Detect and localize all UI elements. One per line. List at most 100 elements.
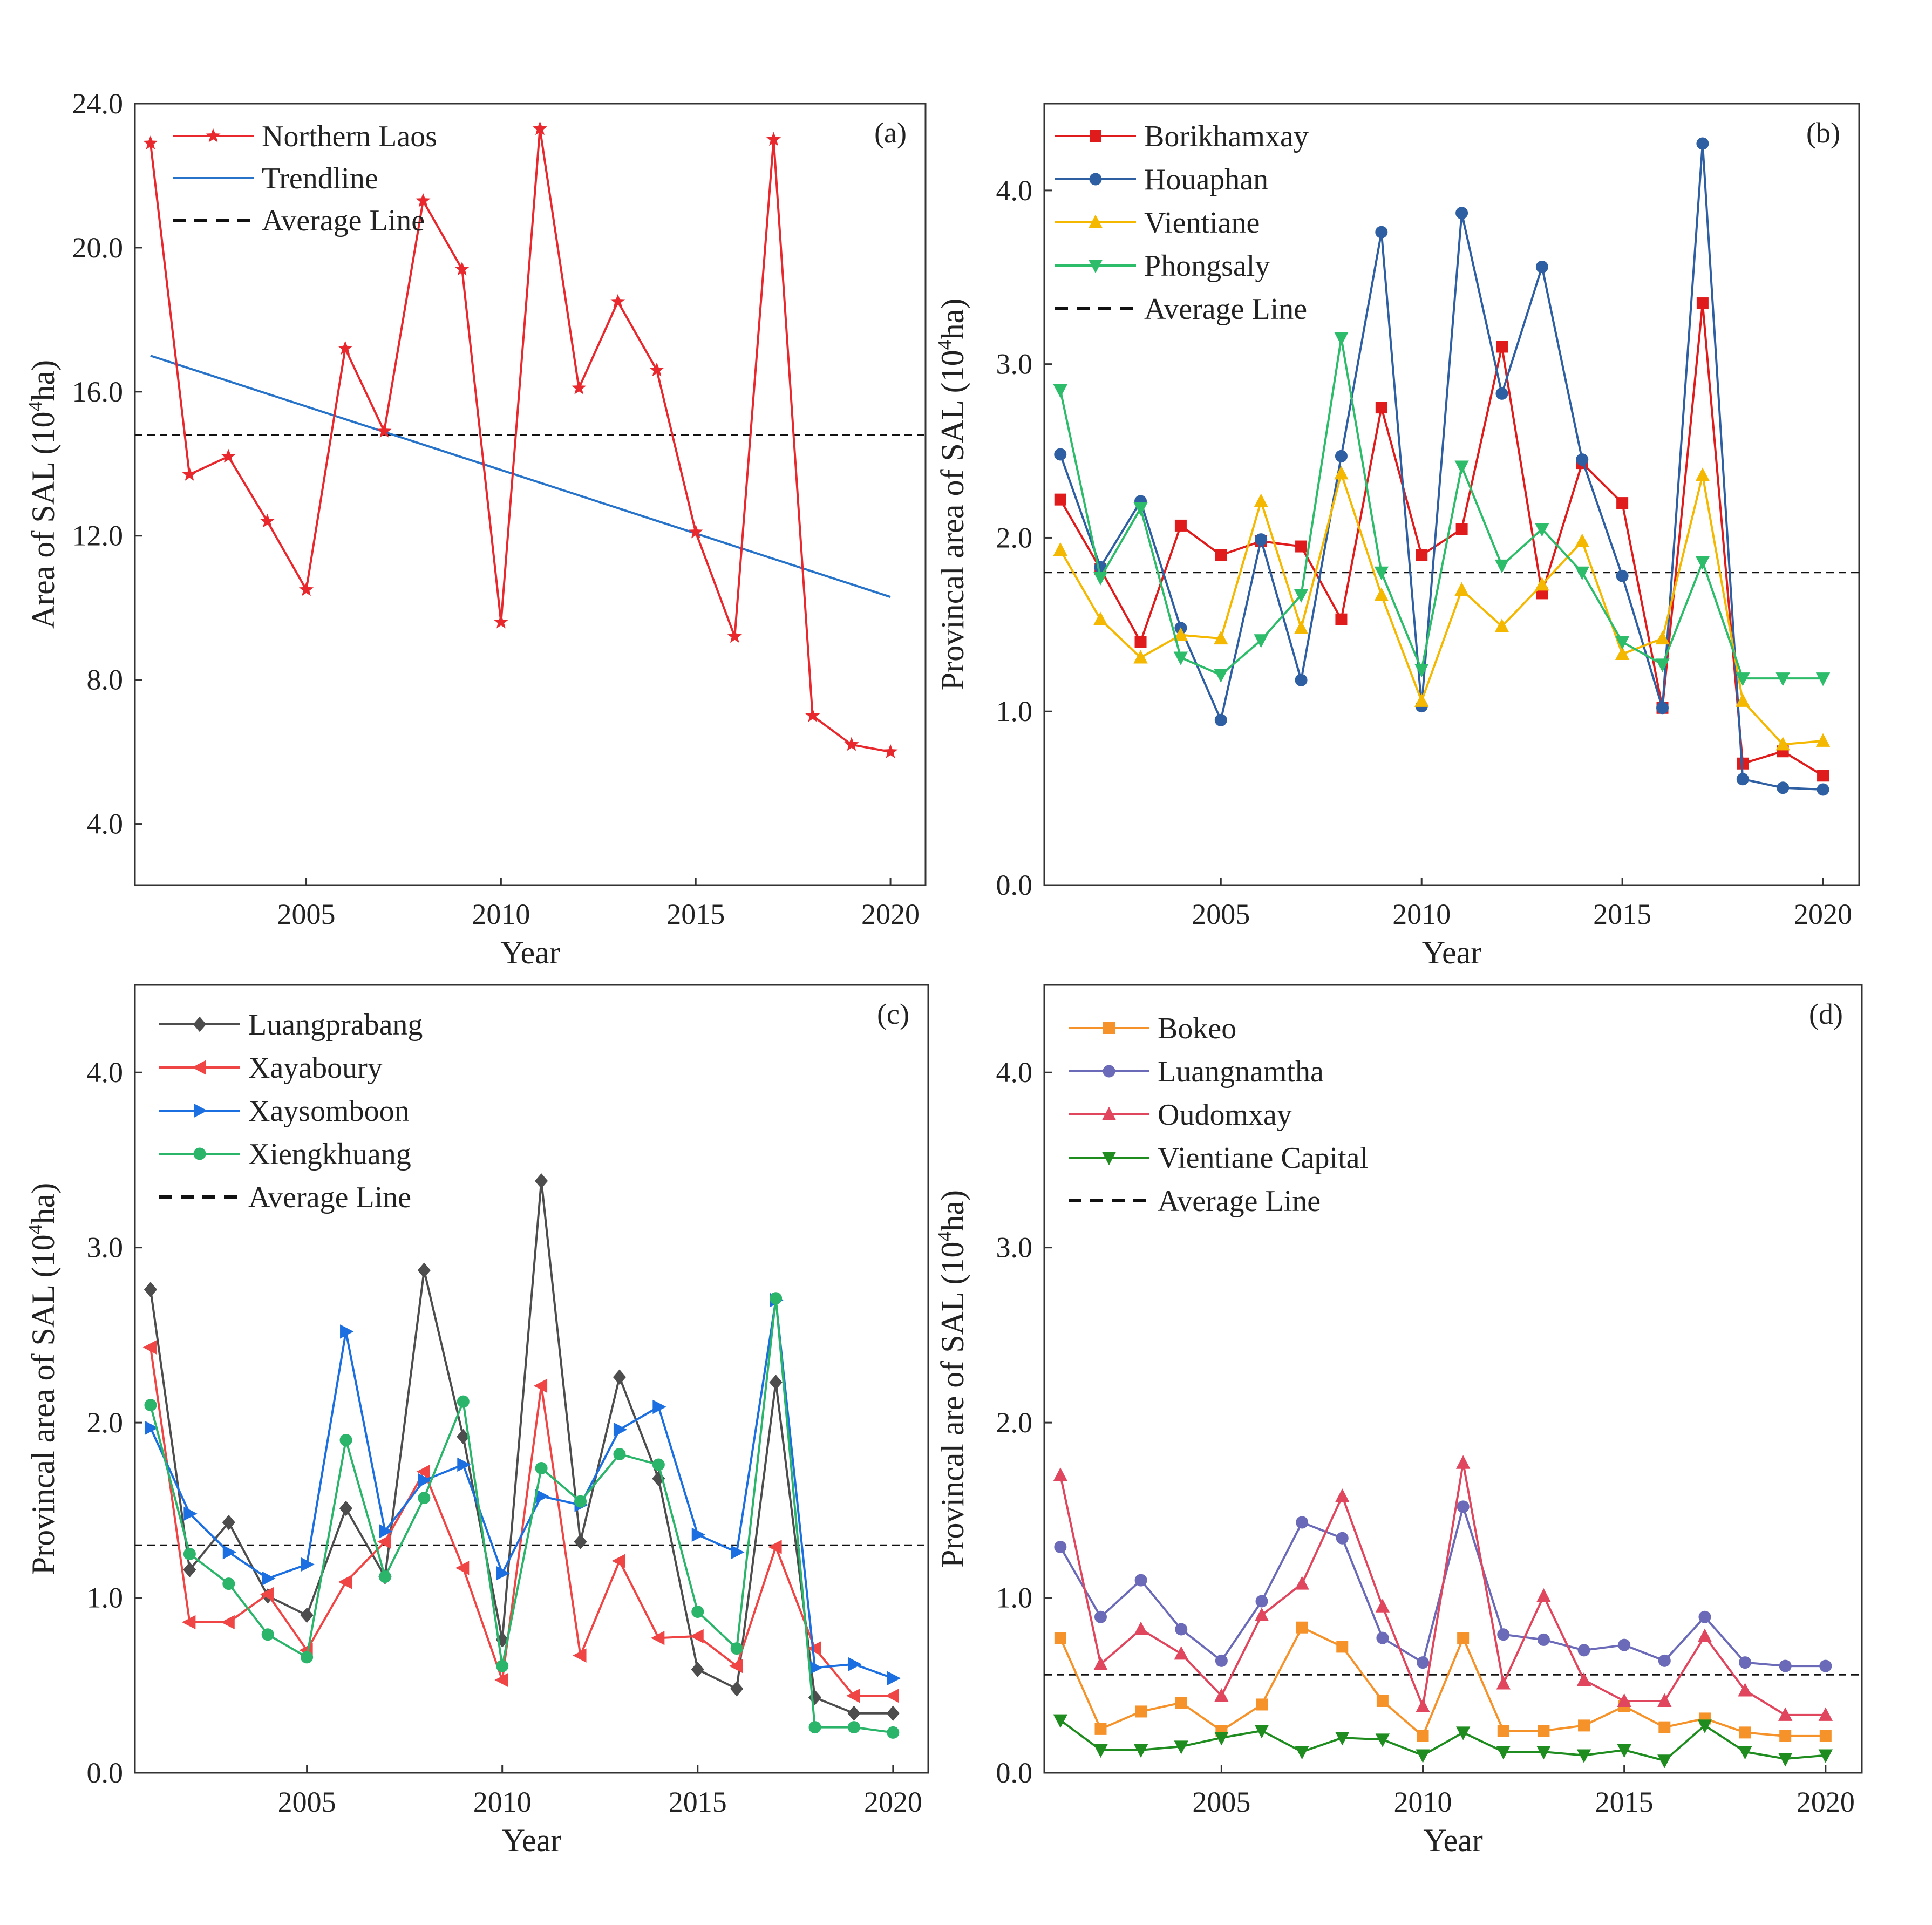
data-point xyxy=(691,1527,706,1542)
x-tick-label: 2010 xyxy=(1394,1786,1452,1818)
series-line xyxy=(149,127,891,753)
plot-frame xyxy=(134,103,927,886)
series-oudomxay xyxy=(1053,1455,1833,1721)
x-tick-label: 2010 xyxy=(472,898,530,930)
data-point xyxy=(1254,634,1268,648)
data-point xyxy=(1616,569,1629,582)
series-line xyxy=(149,1297,894,1734)
legend-marker xyxy=(1088,260,1103,274)
legend-entry: Trendline xyxy=(173,162,378,195)
y-tick-label: 3.0 xyxy=(87,1232,124,1264)
series-line xyxy=(149,1299,894,1679)
data-point xyxy=(1657,1754,1672,1768)
data-point xyxy=(690,1629,704,1644)
data-point xyxy=(1053,384,1067,398)
data-point xyxy=(1376,1631,1389,1644)
y-axis-title-sup: 4 xyxy=(934,1232,956,1242)
data-point xyxy=(378,1570,391,1583)
data-point xyxy=(1296,1621,1308,1634)
data-point xyxy=(416,1464,430,1479)
data-point xyxy=(1615,646,1630,661)
data-point xyxy=(1334,332,1349,346)
data-point xyxy=(887,1671,901,1685)
data-point xyxy=(493,614,508,629)
y-axis-title-sup: 4 xyxy=(934,339,956,350)
data-point xyxy=(1495,387,1508,400)
x-tick-label: 2020 xyxy=(1797,1786,1855,1818)
data-point xyxy=(418,1473,432,1488)
legend-marker xyxy=(192,1060,206,1075)
data-point xyxy=(768,1540,782,1554)
legend-entry: Xiengkhuang xyxy=(159,1138,411,1171)
data-point xyxy=(1615,636,1630,650)
data-point xyxy=(340,1324,354,1339)
y-axis-title: Provincal are of SAL (104ha) xyxy=(934,1190,970,1568)
data-point xyxy=(457,1395,470,1408)
data-point xyxy=(1739,1656,1752,1669)
legend-entry: Borikhamxay xyxy=(1055,120,1309,153)
data-point xyxy=(261,1628,274,1641)
data-point xyxy=(1375,1733,1390,1747)
data-point xyxy=(688,524,703,539)
data-point xyxy=(1376,1695,1389,1707)
trendline xyxy=(150,355,891,598)
y-axis-title: Provincal area of SAL (104ha) xyxy=(24,1183,61,1575)
data-point xyxy=(766,132,781,146)
y-tick-label: 3.0 xyxy=(996,1232,1033,1264)
data-point xyxy=(1294,620,1309,634)
legend-label: Luangnamtha xyxy=(1158,1055,1324,1089)
y-axis-title: Area of SAL (104ha) xyxy=(24,360,61,629)
data-point xyxy=(1696,137,1709,150)
data-point xyxy=(1775,737,1790,751)
series-northern-laos xyxy=(143,121,898,758)
series-line xyxy=(1059,142,1824,791)
data-point xyxy=(1134,636,1147,648)
y-tick-label: 24.0 xyxy=(72,87,124,120)
plot-frame xyxy=(134,984,929,1774)
data-point xyxy=(1094,1610,1107,1623)
data-point xyxy=(1375,226,1388,239)
x-tick-label: 2005 xyxy=(1192,1786,1250,1818)
series-borikhamxay xyxy=(1054,297,1829,782)
data-point xyxy=(887,1726,900,1739)
data-point xyxy=(1454,460,1469,474)
data-point xyxy=(1334,466,1349,480)
legend-entry: Average Line xyxy=(173,204,425,237)
data-point xyxy=(1777,781,1790,794)
data-point xyxy=(613,1422,628,1437)
data-point xyxy=(1779,1730,1792,1742)
data-point xyxy=(727,629,742,643)
y-axis-title-text: Provincal area of SAL (10 xyxy=(935,350,970,690)
data-point xyxy=(1536,1746,1551,1760)
data-point xyxy=(1535,260,1548,273)
data-point xyxy=(222,1577,235,1590)
data-point xyxy=(144,1420,159,1436)
data-point xyxy=(1416,549,1428,561)
data-point xyxy=(1054,1632,1066,1644)
data-point xyxy=(1779,1659,1792,1672)
data-point xyxy=(1818,1707,1833,1721)
data-point xyxy=(1617,1693,1631,1707)
y-axis-title-suffix: ha) xyxy=(25,1183,61,1225)
legend-label: Borikhamxay xyxy=(1144,120,1309,153)
legend-entry: Houaphan xyxy=(1055,163,1268,196)
data-point xyxy=(535,1173,548,1189)
data-point xyxy=(416,193,431,207)
plot-frame xyxy=(1043,103,1860,886)
data-point xyxy=(652,1471,665,1487)
data-point xyxy=(1174,1646,1188,1660)
y-tick-label: 3.0 xyxy=(996,348,1033,380)
chart-panel-4: 2005 2010 2015 2020 0.0 1.0 2.0 3.0 4.0 Year Provi… xyxy=(934,984,1863,1858)
data-point xyxy=(1254,1607,1269,1621)
data-point xyxy=(1657,1693,1672,1707)
legend-entry: Oudomxay xyxy=(1069,1098,1292,1132)
data-point xyxy=(260,1587,274,1602)
data-point xyxy=(1254,493,1268,507)
data-point xyxy=(1375,1599,1390,1613)
x-tick-label: 2015 xyxy=(1593,898,1651,930)
data-point xyxy=(1495,341,1508,353)
legend-marker xyxy=(1090,130,1101,142)
legend-label: Luangprabang xyxy=(248,1008,423,1042)
data-point xyxy=(1416,1749,1430,1763)
y-tick-label: 1.0 xyxy=(996,695,1033,727)
